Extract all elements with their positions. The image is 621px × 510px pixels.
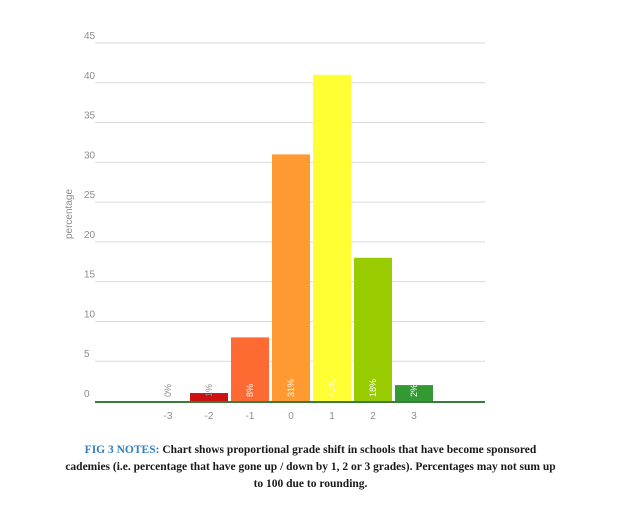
x-tick-label: 1	[329, 411, 335, 422]
figure-caption: FIG 3 NOTES: Chart shows proportional gr…	[0, 442, 621, 493]
y-tick-label: 30	[84, 150, 96, 161]
data-labels: 0% 1% 8% 31% 41% 18% 2%	[163, 379, 419, 397]
y-axis-ticks: 0 5 10 15 20 25 30 35 40 45	[84, 31, 96, 400]
x-tick-label: 2	[370, 411, 376, 422]
x-tick-label: -3	[164, 411, 173, 422]
bars	[190, 74, 433, 402]
data-label-2: 18%	[368, 379, 378, 397]
data-label--2: 1%	[204, 384, 214, 397]
bar-3	[395, 385, 433, 401]
data-label-1: 41%	[327, 379, 337, 397]
data-label--3: 0%	[163, 384, 173, 397]
data-label--1: 8%	[245, 384, 255, 397]
bar-2	[354, 257, 392, 401]
x-axis-ticks: -3 -2 -1 0 1 2 3	[164, 411, 418, 422]
y-axis-title: percentage	[64, 189, 75, 239]
bar--1	[231, 337, 269, 401]
y-tick-label: 15	[84, 270, 96, 281]
caption-line-3: to 100 due to rounding.	[253, 478, 368, 490]
x-tick-label: 3	[411, 411, 417, 422]
data-label-3: 2%	[409, 384, 419, 397]
caption-lead: FIG 3 NOTES:	[84, 444, 160, 456]
y-tick-label: 20	[84, 230, 96, 241]
bar--2	[190, 393, 228, 401]
y-tick-label: 5	[84, 349, 90, 360]
bar-1	[313, 74, 351, 402]
caption-line-1-text: Chart shows proportional grade shift in …	[159, 444, 537, 456]
y-tick-label: 45	[84, 31, 96, 42]
y-tick-label: 25	[84, 190, 96, 201]
caption-line-1: FIG 3 NOTES: Chart shows proportional gr…	[0, 442, 621, 459]
y-tick-label: 40	[84, 71, 96, 82]
x-tick-label: -2	[205, 411, 214, 422]
data-label-0: 31%	[286, 379, 296, 397]
y-tick-label: 10	[84, 309, 96, 320]
y-tick-label: 35	[84, 111, 96, 122]
caption-line-2: cademies (i.e. percentage that have gone…	[65, 461, 556, 473]
bar-0	[272, 154, 310, 401]
x-tick-label: -1	[246, 411, 255, 422]
x-tick-label: 0	[288, 411, 294, 422]
y-tick-label: 0	[84, 389, 90, 400]
